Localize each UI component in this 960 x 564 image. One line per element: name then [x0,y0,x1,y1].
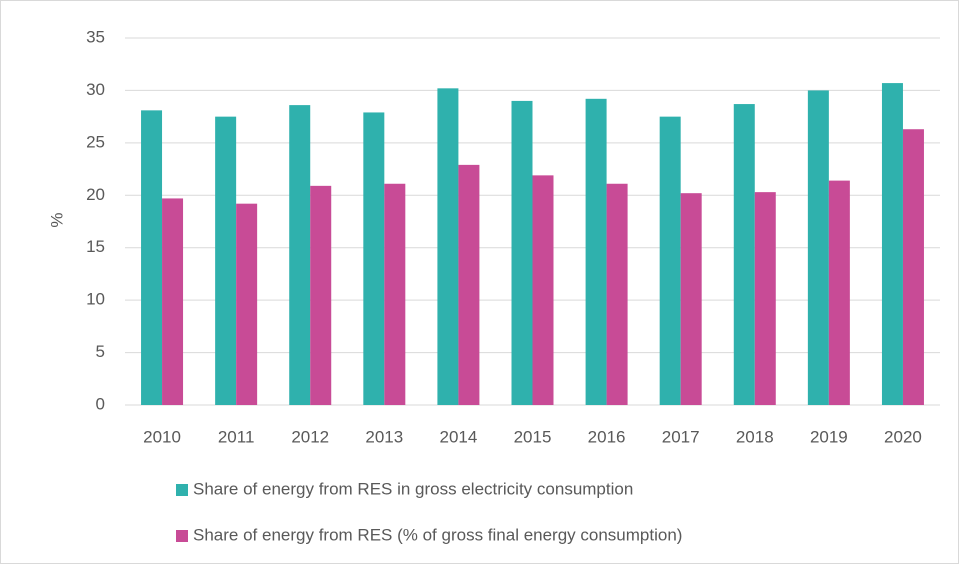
bar [215,116,237,406]
bar [384,183,406,405]
x-tick-label: 2011 [218,427,255,446]
x-tick-label: 2017 [662,427,700,446]
x-tick-label: 2018 [736,427,774,446]
bar [363,112,385,405]
y-tick-label: 0 [96,394,105,413]
bar [162,198,184,405]
bar [606,183,628,405]
x-tick-label: 2019 [810,427,848,446]
y-tick-label: 30 [86,80,105,99]
bar [733,104,755,405]
x-tick-label: 2014 [439,427,477,446]
bar [807,90,829,405]
y-axis-label: % [47,212,66,227]
bar [458,164,480,405]
y-tick-label: 15 [86,237,105,256]
bar [236,203,258,405]
bar [141,110,163,405]
bar [437,88,459,406]
bar [511,100,533,406]
legend-label: Share of energy from RES (% of gross fin… [193,525,682,544]
y-tick-label: 35 [86,27,105,46]
bar [902,129,924,405]
bar [532,175,554,405]
legend-label: Share of energy from RES in gross electr… [193,479,633,498]
bar [659,116,681,406]
y-tick-label: 25 [86,132,105,151]
bar [828,180,850,405]
x-tick-label: 2012 [291,427,329,446]
x-tick-label: 2020 [884,427,922,446]
bar [310,185,332,405]
x-tick-label: 2015 [514,427,552,446]
y-tick-label: 10 [86,290,105,309]
legend-swatch [176,484,188,496]
bar [680,193,702,405]
bar [585,98,607,406]
legend-swatch [176,530,188,542]
x-tick-label: 2013 [365,427,403,446]
y-tick-label: 5 [96,342,105,361]
bar [754,192,776,405]
y-tick-label: 20 [86,185,105,204]
x-tick-label: 2010 [143,427,181,446]
x-tick-label: 2016 [588,427,626,446]
bar [289,105,311,405]
bar [881,83,903,406]
